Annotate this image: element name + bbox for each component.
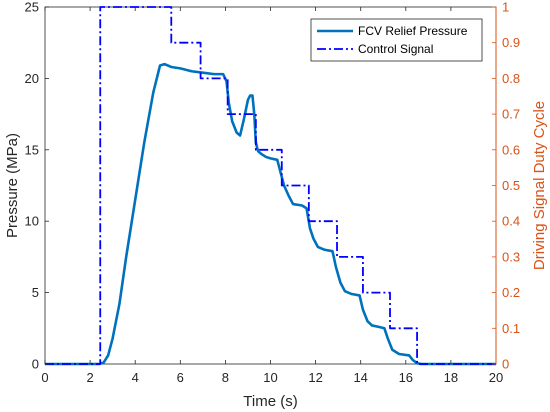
- pressure-line: [45, 62, 496, 366]
- y2-axis-title: Driving Signal Duty Cycle: [531, 101, 548, 270]
- y-tick-label: 0: [32, 357, 39, 372]
- y-axis-left: 0 5 10 15 20 25: [25, 0, 49, 372]
- x-tick-label: 20: [489, 370, 503, 385]
- x-tick-label: 2: [86, 370, 93, 385]
- y-tick-label: 5: [32, 285, 39, 300]
- legend: FCV Relief Pressure Control Signal: [310, 18, 483, 62]
- x-tick-label: 18: [444, 370, 458, 385]
- y2-tick-label: 0.4: [502, 214, 520, 229]
- x-tick-label: 10: [263, 370, 277, 385]
- y2-tick-label: 0: [502, 357, 509, 372]
- y-axis-right: 0 0.1 0.2 0.3 0.4 0.5 0.6 0.7 0.8 0.9 1: [492, 0, 520, 372]
- x-tick-label: 6: [177, 370, 184, 385]
- y2-tick-label: 0.3: [502, 249, 520, 264]
- x-tick-label: 8: [222, 370, 229, 385]
- x-tick-label: 12: [308, 370, 322, 385]
- y-axis-title: Pressure (MPa): [4, 133, 21, 238]
- control-signal-line: [45, 6, 496, 365]
- legend-label-pressure: FCV Relief Pressure: [358, 24, 468, 38]
- x-tick-label: 16: [399, 370, 413, 385]
- y2-tick-label: 0.2: [502, 285, 520, 300]
- legend-label-control: Control Signal: [358, 42, 433, 56]
- x-tick-label: 0: [41, 370, 48, 385]
- y-tick-label: 15: [25, 142, 39, 157]
- x-axis-title: Time (s): [243, 393, 297, 410]
- x-tick-label: 14: [353, 370, 367, 385]
- y-tick-label: 25: [25, 0, 39, 15]
- y-tick-label: 10: [25, 214, 39, 229]
- x-axis: 0 2 4 6 8 10 12 14 16 18 20: [41, 7, 503, 385]
- y2-tick-label: 1: [502, 0, 509, 15]
- y2-tick-label: 0.5: [502, 178, 520, 193]
- series-layer: [45, 6, 496, 366]
- legend-box: [310, 18, 483, 62]
- x-tick-label: 4: [132, 370, 139, 385]
- y2-tick-label: 0.9: [502, 35, 520, 50]
- y2-tick-label: 0.8: [502, 71, 520, 86]
- y-tick-label: 20: [25, 71, 39, 86]
- y2-tick-label: 0.1: [502, 321, 520, 336]
- y2-tick-label: 0.7: [502, 107, 520, 122]
- y2-tick-label: 0.6: [502, 142, 520, 157]
